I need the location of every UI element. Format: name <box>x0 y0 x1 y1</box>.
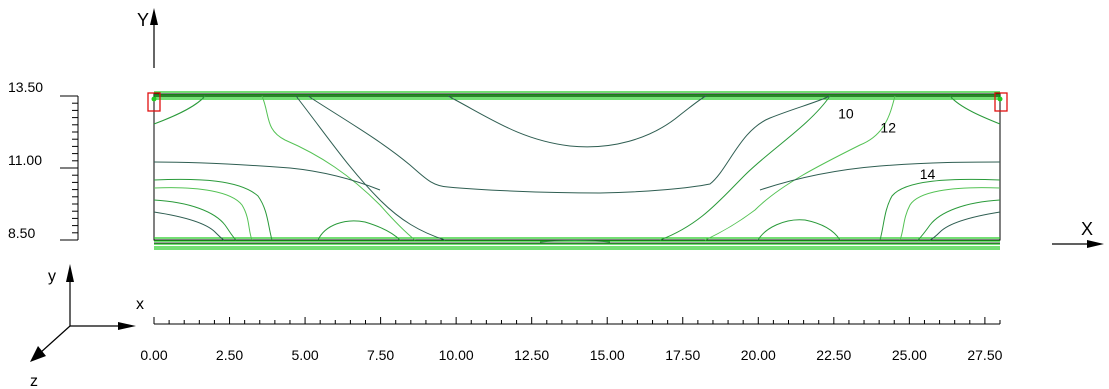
y-tick-label: 8.50 <box>8 225 35 241</box>
contour-line <box>153 211 225 241</box>
contour-line <box>539 240 611 243</box>
y-ruler <box>60 95 79 241</box>
top-flange <box>154 91 1000 100</box>
contour-line <box>757 219 841 241</box>
contour-value-label: 14 <box>920 166 936 182</box>
contour-lines <box>153 95 1001 243</box>
x-ruler <box>153 317 1001 325</box>
contour-line <box>447 95 707 148</box>
x-tick-label: 2.50 <box>216 347 243 363</box>
x-tick-label: 22.50 <box>816 347 851 363</box>
contour-line <box>917 199 1001 241</box>
y-tick-label: 11.00 <box>8 152 42 168</box>
y-tick-label: 13.50 <box>8 79 43 95</box>
left-support-marker <box>147 92 161 112</box>
contour-line <box>759 161 1001 191</box>
global-y-label: Y <box>137 10 149 30</box>
contour-line <box>317 220 401 241</box>
model-region: 10 12 14 <box>147 91 1008 250</box>
x-tick-label: 15.00 <box>590 347 625 363</box>
x-tick-label: 27.50 <box>967 347 1002 363</box>
triad-y-label: y <box>48 268 56 285</box>
x-tick-label: 0.00 <box>140 347 167 363</box>
global-y-axis: Y <box>137 8 158 68</box>
contour-line <box>153 187 253 241</box>
contour-line <box>261 95 416 241</box>
x-tick-label: 25.00 <box>892 347 927 363</box>
boundary-outline <box>153 93 1001 241</box>
x-tick-label: 10.00 <box>439 347 474 363</box>
contour-value-label: 10 <box>838 105 854 121</box>
global-x-axis: X <box>1052 219 1104 248</box>
right-node-icon <box>997 96 1003 102</box>
contour-line <box>295 95 446 241</box>
x-tick-labels: 0.00 2.50 5.00 7.50 10.00 12.50 15.00 17.50 20.0… <box>140 347 1002 363</box>
triad-x-label: x <box>136 296 144 313</box>
x-tick-label: 12.50 <box>514 347 549 363</box>
right-support-marker <box>994 92 1008 112</box>
coordinate-triad: y x z <box>30 264 144 389</box>
contour-value-label: 12 <box>880 120 896 136</box>
contour-line <box>153 161 381 191</box>
x-tick-label: 5.00 <box>291 347 318 363</box>
contour-line <box>307 95 831 194</box>
bottom-flange <box>154 237 1000 250</box>
contour-line <box>153 178 273 241</box>
contour-line <box>929 211 1001 241</box>
contour-line <box>704 95 896 241</box>
y-tick-labels: 13.50 11.00 8.50 <box>8 79 43 241</box>
contour-line <box>949 95 1001 125</box>
contour-line <box>153 199 237 241</box>
contour-line <box>659 95 831 241</box>
contour-line <box>153 95 206 125</box>
x-tick-label: 20.00 <box>741 347 776 363</box>
triad-z-label: z <box>30 373 38 389</box>
global-x-label: X <box>1081 219 1093 239</box>
x-tick-label: 7.50 <box>367 347 394 363</box>
support-markers <box>147 92 1008 112</box>
contour-line <box>899 187 1001 241</box>
contour-line <box>879 178 1001 241</box>
contour-labels: 10 12 14 <box>838 105 935 181</box>
x-tick-label: 17.50 <box>665 347 700 363</box>
left-node-icon <box>151 96 157 102</box>
